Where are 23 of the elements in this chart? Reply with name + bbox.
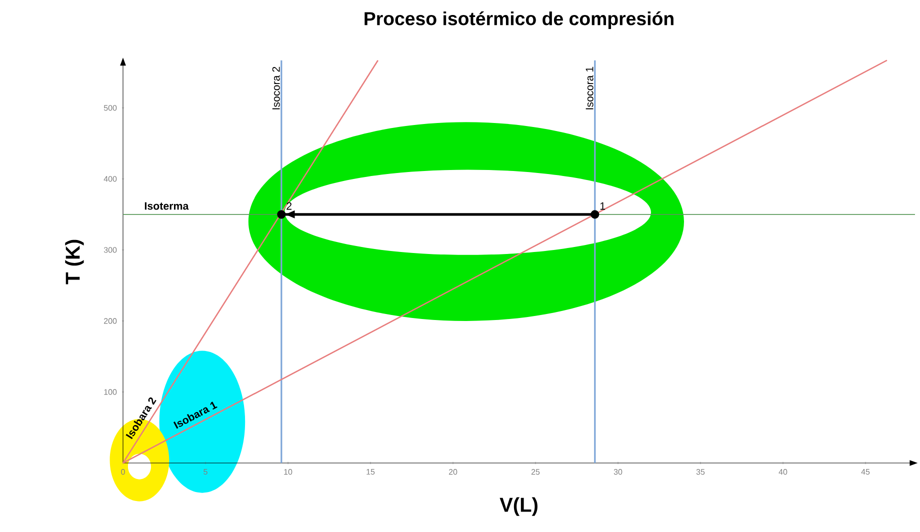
y-tick-label: 400 [104, 176, 117, 182]
x-tick-label: 5 [204, 469, 208, 475]
x-tick-label: 35 [696, 469, 705, 475]
y-tick-label: 200 [104, 318, 117, 324]
ref-line-label: Isocora 1 [586, 66, 594, 110]
annotation: 2 [286, 202, 292, 210]
y-tick-label: 300 [104, 247, 117, 253]
chart-title: Proceso isotérmico de compresión [364, 11, 674, 29]
y-tick-label: 100 [104, 389, 117, 395]
annotation: 1 [600, 202, 606, 210]
x-tick-label: 25 [531, 469, 540, 475]
x-tick-label: 15 [366, 469, 375, 475]
y-tick-label: 500 [104, 105, 117, 111]
x-tick-label: 20 [448, 469, 458, 475]
x-axis-title: V(L) [500, 497, 538, 516]
x-tick-label: 10 [284, 469, 292, 475]
y-axis-title: T (K) [65, 240, 84, 284]
x-tick-label: 30 [614, 469, 622, 475]
x-tick-label: 45 [861, 469, 870, 475]
ref-line-label: Isocora 2 [272, 66, 280, 110]
ref-line-label: Isoterma [144, 202, 189, 210]
x-tick-label: 40 [778, 469, 788, 475]
x-tick-label: 0 [121, 469, 125, 475]
